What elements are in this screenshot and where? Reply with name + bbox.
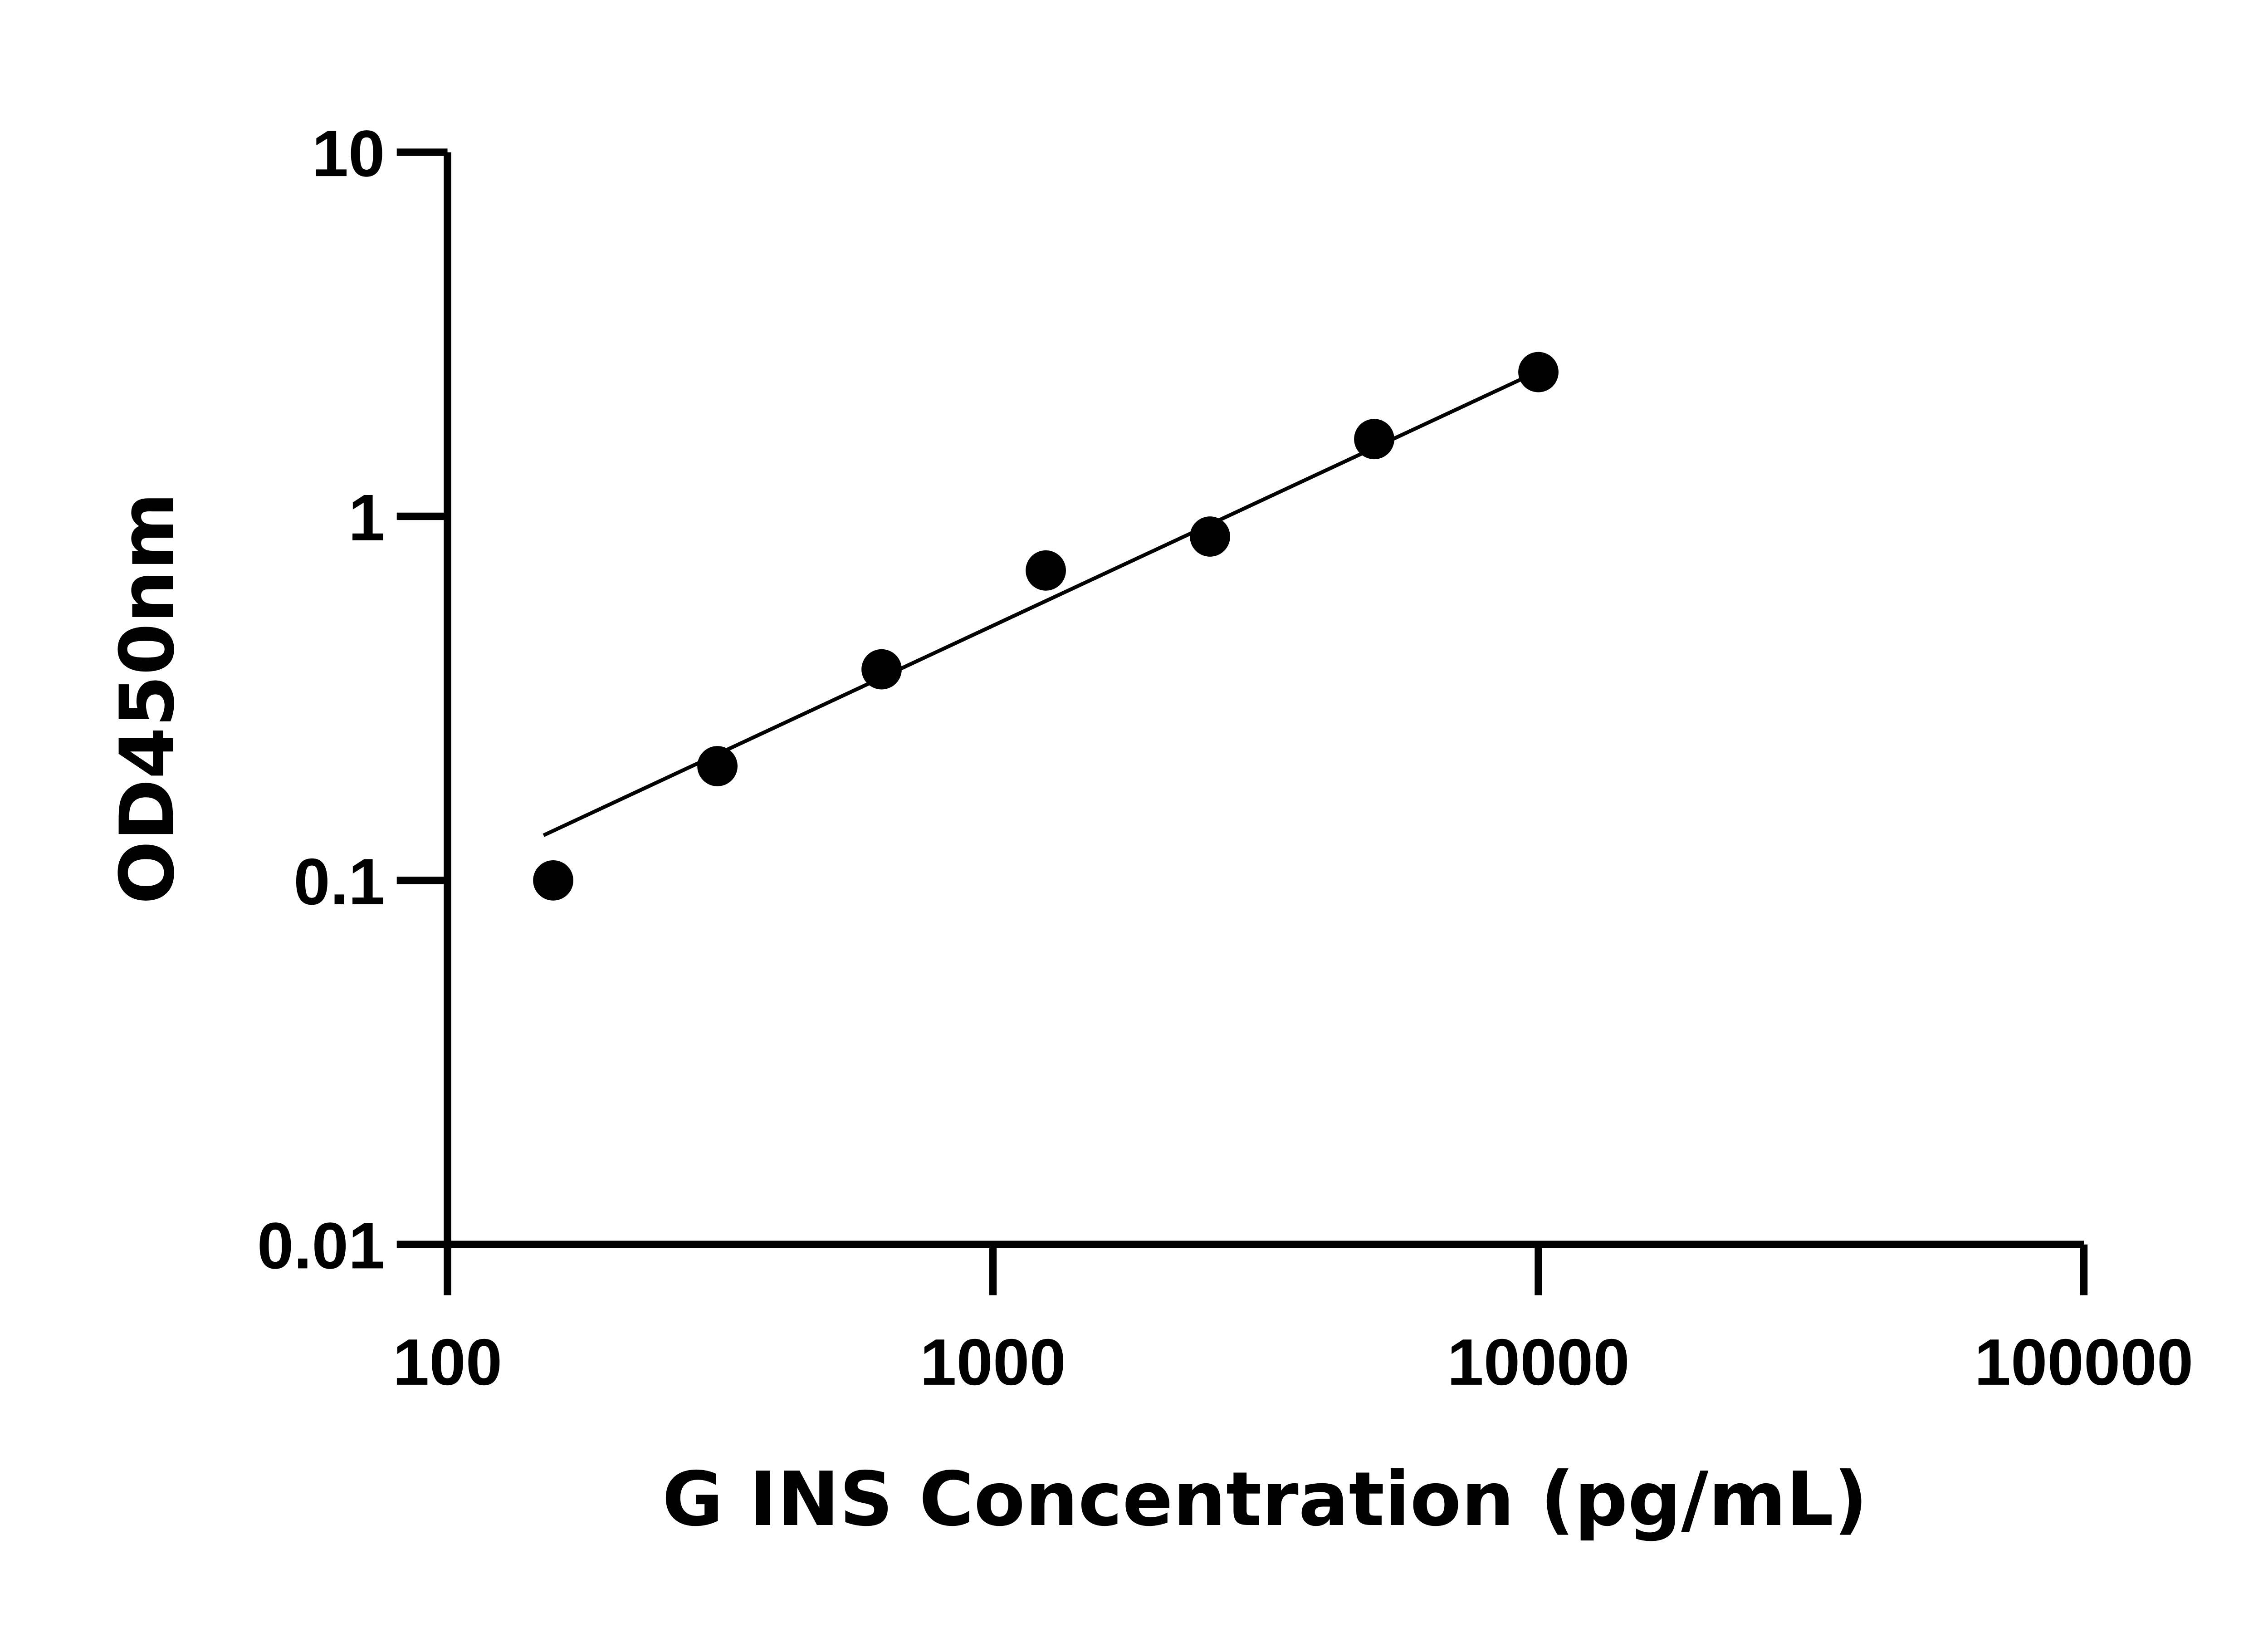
axes — [444, 152, 2084, 1248]
x-tick-label: 1000 — [920, 1325, 1066, 1399]
data-point — [1026, 550, 1066, 591]
y-tick-label: 0.1 — [293, 845, 385, 918]
data-point — [697, 746, 738, 786]
data-point — [1354, 419, 1394, 460]
x-axis-title: G INS Concentration (pg/mL) — [662, 1456, 1868, 1543]
x-tick-label: 100000 — [1975, 1325, 2194, 1399]
y-axis-title: OD450nm — [103, 492, 191, 904]
y-tick-label: 10 — [312, 117, 385, 190]
y-tick-label: 0.01 — [257, 1209, 385, 1282]
x-tick-label: 10000 — [1447, 1325, 1629, 1399]
ticks: 100 1000 10000 100000 0.01 0.1 1 10 — [257, 117, 2194, 1399]
data-point — [1518, 352, 1559, 392]
x-tick-label: 100 — [393, 1325, 502, 1399]
data-point — [861, 649, 902, 690]
data-point — [1190, 516, 1230, 557]
data-point — [533, 860, 573, 901]
y-tick-label: 1 — [348, 481, 385, 554]
data-points — [533, 352, 1559, 901]
